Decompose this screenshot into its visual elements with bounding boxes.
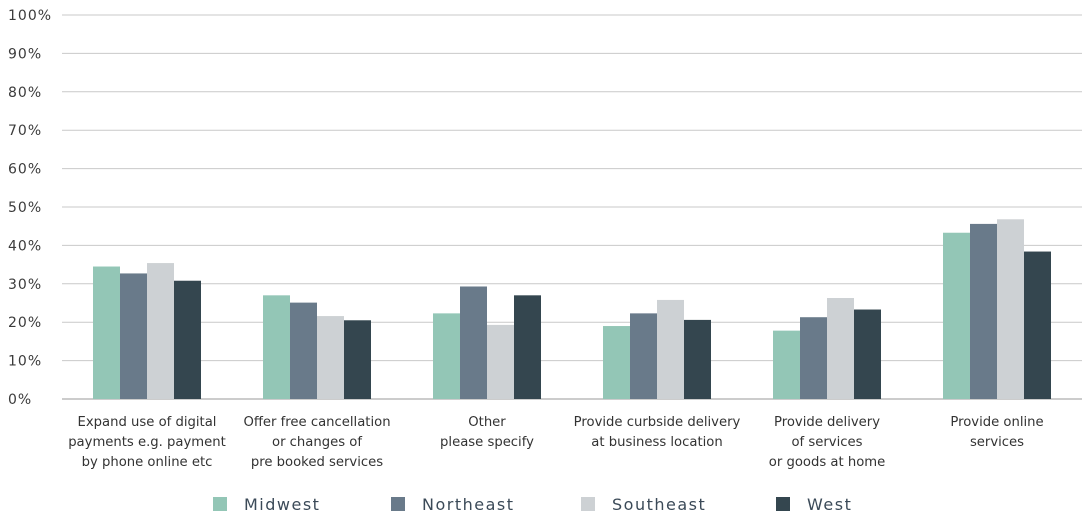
y-tick-label: 10% — [8, 354, 42, 370]
legend: Midwest Northeast Southeast West — [213, 495, 852, 514]
bar-west-0 — [174, 280, 201, 399]
bar-northeast-5 — [970, 223, 997, 399]
bar-west-3 — [684, 319, 711, 399]
legend-swatch — [581, 497, 595, 511]
legend-swatch — [213, 497, 227, 511]
x-axis-category-labels: Expand use of digital payments e.g. payme… — [68, 415, 1043, 470]
bar-midwest-1 — [263, 295, 290, 399]
bar-west-2 — [514, 295, 541, 399]
legend-item-west: West — [776, 495, 852, 514]
category-label: Expand use of digital — [78, 415, 217, 430]
bar-southeast-3 — [657, 299, 684, 399]
category-label: by phone online etc — [82, 455, 213, 470]
y-tick-label: 50% — [8, 200, 42, 216]
bar-northeast-1 — [290, 302, 317, 399]
y-axis-tick-labels: 0% 10% 20% 30% 40% 50% 60% 70% 80% 90% 100% — [8, 8, 52, 408]
y-tick-label: 60% — [8, 162, 42, 178]
legend-item-southeast: Southeast — [581, 495, 706, 514]
bar-midwest-3 — [603, 326, 630, 399]
category-label: Offer free cancellation — [243, 415, 390, 430]
y-tick-label: 90% — [8, 46, 42, 62]
bar-southeast-0 — [147, 263, 174, 399]
legend-item-midwest: Midwest — [213, 495, 320, 514]
bar-midwest-5 — [943, 232, 970, 399]
legend-label: West — [807, 495, 852, 514]
bar-southeast-2 — [487, 324, 514, 399]
category-label: or goods at home — [769, 455, 885, 470]
bars — [93, 219, 1051, 399]
bar-southeast-1 — [317, 316, 344, 399]
bar-west-5 — [1024, 251, 1051, 399]
category-label: please specify — [440, 435, 534, 450]
category-label: payments e.g. payment — [68, 435, 226, 450]
bar-northeast-4 — [800, 317, 827, 399]
legend-label: Southeast — [612, 495, 706, 514]
category-label: Provide curbside delivery — [574, 415, 741, 430]
legend-label: Midwest — [244, 495, 320, 514]
legend-item-northeast: Northeast — [391, 495, 515, 514]
bar-midwest-4 — [773, 330, 800, 399]
legend-label: Northeast — [422, 495, 515, 514]
y-tick-label: 0% — [8, 392, 32, 408]
bar-northeast-0 — [120, 273, 147, 399]
category-label: of services — [791, 435, 862, 450]
bar-southeast-4 — [827, 298, 854, 399]
category-label: at business location — [591, 435, 722, 450]
bar-midwest-0 — [93, 266, 120, 399]
category-label: Provide delivery — [774, 415, 880, 430]
category-label: Provide online — [950, 415, 1043, 430]
category-label: pre booked services — [251, 455, 383, 470]
bar-west-4 — [854, 309, 881, 399]
category-label: Other — [468, 415, 506, 430]
y-tick-label: 70% — [8, 123, 42, 139]
category-label: services — [970, 435, 1024, 450]
bar-midwest-2 — [433, 313, 460, 399]
bar-west-1 — [344, 320, 371, 399]
gridlines — [62, 14, 1082, 400]
y-tick-label: 30% — [8, 277, 42, 293]
y-tick-label: 80% — [8, 85, 42, 101]
y-tick-label: 100% — [8, 8, 52, 24]
bar-southeast-5 — [997, 219, 1024, 399]
legend-swatch — [391, 497, 405, 511]
y-tick-label: 40% — [8, 238, 42, 254]
legend-swatch — [776, 497, 790, 511]
bar-northeast-2 — [460, 286, 487, 399]
bar-northeast-3 — [630, 313, 657, 399]
category-label: or changes of — [272, 435, 362, 450]
y-tick-label: 20% — [8, 315, 42, 331]
